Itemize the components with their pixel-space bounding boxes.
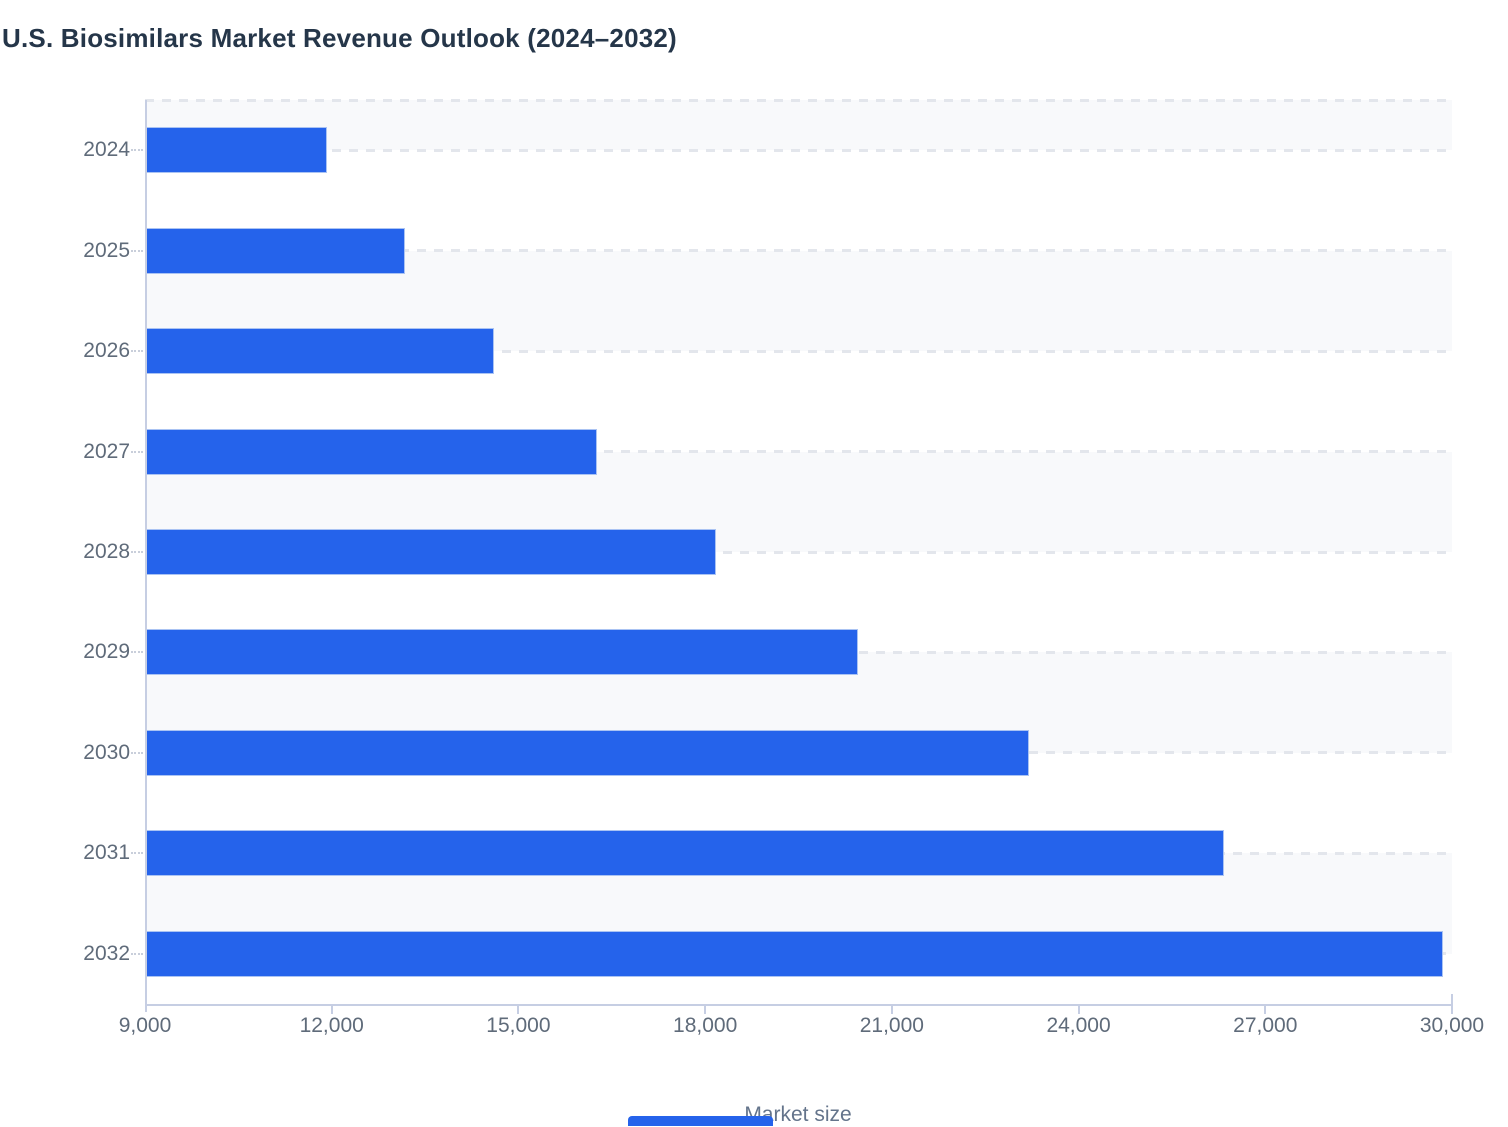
y-axis-label-2028: 2028: [83, 540, 130, 563]
dashed-gridline: [145, 98, 1452, 102]
dashed-gridline: [145, 249, 1452, 253]
bar-2032[interactable]: [145, 930, 1443, 977]
chart-title: U.S. Biosimilars Market Revenue Outlook …: [2, 23, 677, 54]
x-axis-tick: [1077, 1005, 1080, 1014]
dashed-gridline: [145, 148, 1452, 152]
row-stripe: [145, 100, 1452, 151]
bar-2025[interactable]: [145, 227, 406, 274]
x-axis-label: 27,000: [1233, 1014, 1298, 1037]
y-axis-line: [145, 100, 147, 1012]
x-axis-tick: [1264, 1005, 1267, 1014]
dashed-gridline: [145, 550, 1452, 554]
bar-2026[interactable]: [145, 328, 495, 375]
x-axis-label: 18,000: [673, 1014, 738, 1037]
y-axis-label-2025: 2025: [83, 238, 130, 262]
x-axis-tick: [330, 1005, 333, 1014]
bar-2027[interactable]: [145, 428, 597, 475]
bar-2024[interactable]: [145, 127, 328, 174]
bar-2030[interactable]: [145, 729, 1029, 776]
y-axis-label-2031: 2031: [83, 841, 130, 865]
y-axis-label-2027: 2027: [83, 439, 130, 463]
dashed-gridline: [145, 450, 1452, 454]
y-axis-tick: [131, 651, 143, 654]
y-axis-tick: [131, 551, 143, 553]
bar-2029[interactable]: [145, 629, 859, 676]
y-axis-tick: [131, 149, 143, 152]
x-axis-corner-tick: [1451, 994, 1453, 1004]
x-axis-tick: [890, 1005, 893, 1014]
y-axis-tick: [131, 751, 143, 754]
y-axis-label-2029: 2029: [83, 640, 130, 664]
y-axis-tick: [131, 249, 143, 252]
x-axis-label: 15,000: [486, 1014, 551, 1037]
bottom-clipped-element[interactable]: [628, 1116, 773, 1126]
bar-2031[interactable]: [145, 830, 1224, 877]
x-axis-tick: [704, 1005, 707, 1014]
y-axis-label-2032: 2032: [83, 941, 130, 965]
bar-2028[interactable]: [145, 529, 717, 575]
y-axis-tick: [131, 852, 143, 855]
y-axis-tick: [131, 350, 143, 353]
x-axis-label: 9,000: [118, 1014, 172, 1037]
x-axis-tick: [517, 1005, 520, 1014]
y-axis-label-2024: 2024: [83, 138, 130, 162]
x-axis-label: 24,000: [1046, 1014, 1111, 1037]
x-axis-tick: [1451, 1005, 1453, 1014]
y-axis-label-2030: 2030: [83, 740, 130, 764]
y-axis-tick: [131, 450, 143, 453]
y-axis-label-2026: 2026: [83, 339, 130, 363]
x-axis-label: 21,000: [859, 1014, 924, 1037]
x-axis-label: 12,000: [299, 1014, 364, 1037]
x-axis-line: [145, 1004, 1453, 1006]
x-axis-label: 30,000: [1419, 1014, 1485, 1037]
y-axis-tick: [131, 952, 143, 955]
dashed-gridline: [145, 349, 1452, 353]
